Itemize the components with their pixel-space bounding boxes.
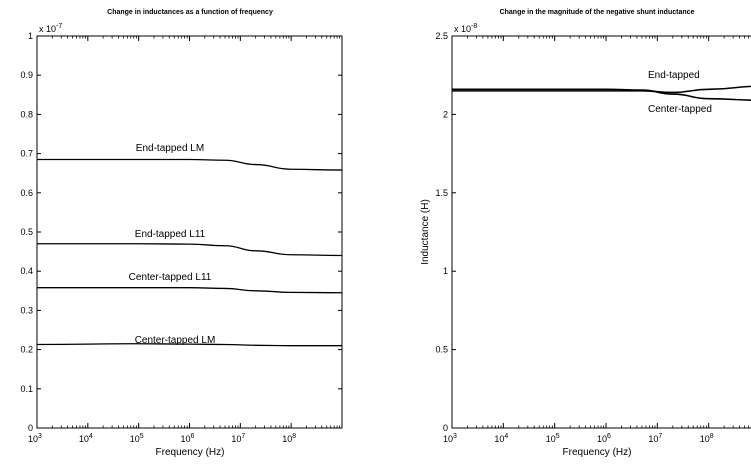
- series-label-1: End-tapped LM: [136, 143, 204, 154]
- y-tick-label: 0.8: [20, 109, 33, 119]
- x-tick-label: 108: [282, 433, 296, 444]
- y-tick-label: 0: [28, 423, 33, 433]
- x-tick-label: 104: [79, 433, 93, 444]
- y-tick-label: 0.4: [20, 266, 33, 276]
- x-tick-label: 106: [181, 433, 195, 444]
- y-tick-label: 0.7: [20, 149, 33, 159]
- y-tick-label: 1.5: [435, 188, 448, 198]
- y-tick-label: 0.3: [20, 305, 33, 315]
- y-multiplier: x 10-7: [39, 23, 62, 34]
- y-multiplier: x 10-8: [454, 23, 477, 34]
- chart-title: Change in the magnitude of the negative …: [500, 9, 695, 16]
- x-tick-label: 105: [546, 433, 560, 444]
- series-line-4: [37, 343, 342, 347]
- series-label-3: Center-tapped L11: [129, 272, 212, 283]
- series-line-2: [37, 243, 342, 257]
- x-tick-label: 104: [494, 433, 508, 444]
- series-label-1: End-tapped: [648, 70, 700, 81]
- chart-1: Change in inductances as a function of f…: [20, 9, 343, 458]
- x-axis-label: Frequency (Hz): [156, 447, 225, 458]
- x-tick-label: 103: [28, 433, 42, 444]
- y-tick-label: 2.5: [435, 31, 448, 41]
- series-label-2: Center-tapped: [648, 104, 712, 115]
- x-tick-label: 107: [648, 433, 662, 444]
- y-tick-label: 1: [28, 31, 33, 41]
- series-line-2: [452, 88, 751, 102]
- x-tick-label: 103: [443, 433, 457, 444]
- series-line-3: [37, 287, 342, 294]
- chart-2: Change in the magnitude of the negative …: [420, 9, 751, 458]
- y-axis-label: Inductance (H): [420, 199, 431, 265]
- y-tick-label: 0: [443, 423, 448, 433]
- series-label-2: End-tapped L11: [135, 229, 206, 240]
- series-label-4: Center-tapped LM: [135, 335, 216, 346]
- y-tick-label: 2: [443, 109, 448, 119]
- x-tick-label: 107: [231, 433, 245, 444]
- series-line-1: [37, 158, 342, 171]
- y-tick-label: 0.2: [20, 345, 33, 355]
- y-tick-label: 0.6: [20, 188, 33, 198]
- y-tick-label: 1: [443, 266, 448, 276]
- x-tick-label: 105: [130, 433, 144, 444]
- x-axis-label: Frequency (Hz): [563, 447, 632, 458]
- y-tick-label: 0.1: [20, 384, 33, 394]
- y-tick-label: 0.5: [435, 345, 448, 355]
- chart-title: Change in inductances as a function of f…: [107, 9, 273, 16]
- x-tick-label: 106: [597, 433, 611, 444]
- plot-frame: [451, 35, 751, 429]
- x-tick-label: 108: [700, 433, 714, 444]
- y-tick-label: 0.9: [20, 70, 33, 80]
- y-tick-label: 0.5: [20, 227, 33, 237]
